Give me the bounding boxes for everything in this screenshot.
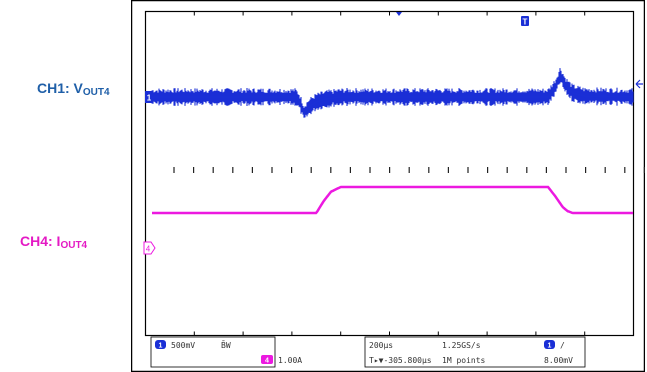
ch4-label-sub: OUT4 bbox=[60, 240, 88, 251]
trigger-dot-row bbox=[173, 167, 645, 173]
trigger-position-text: T▸▼-305.800µs bbox=[369, 356, 432, 365]
ch4-scale-badge bbox=[261, 355, 273, 364]
ch1-label-main: CH1: V bbox=[37, 80, 83, 96]
ch4-ground-marker: 4 bbox=[143, 241, 156, 255]
ch1-noise-band bbox=[151, 68, 634, 118]
trigger-source-badge-text: 1 bbox=[548, 343, 552, 350]
ch1-label-sub: OUT4 bbox=[82, 87, 110, 98]
timebase-text: 200µs bbox=[369, 341, 393, 350]
ch4-waveform bbox=[152, 185, 633, 215]
ch4-label-main: CH4: I bbox=[20, 233, 61, 249]
status-box-vertical bbox=[150, 336, 276, 368]
oscilloscope-screen: T 1 4 1 500mV B̄W 4 1.00A 200µs 1.25GS/s… bbox=[131, 0, 645, 372]
ch4-marker-text: 4 bbox=[146, 245, 151, 254]
ch1-waveform bbox=[152, 74, 633, 115]
ch4-scale-badge-text: 4 bbox=[265, 358, 269, 365]
ch4-label: CH4: IOUT4 bbox=[20, 233, 87, 251]
ch1-scale-badge bbox=[155, 340, 166, 349]
trigger-level-text: 8.00mV bbox=[544, 356, 573, 365]
ch4-marker-shape bbox=[143, 241, 156, 255]
record-length-text: 1M points bbox=[442, 356, 486, 365]
ch1-scale-text: 500mV bbox=[171, 341, 195, 350]
ch4-scale-text: 1.00A bbox=[278, 356, 302, 365]
trigger-slope-text: / bbox=[560, 341, 565, 350]
ch1-label: CH1: VOUT4 bbox=[37, 80, 110, 98]
graticule-ticks bbox=[193, 11, 586, 336]
trigger-position-marker bbox=[396, 12, 402, 16]
graticule-frame bbox=[144, 10, 635, 337]
ch1-bandwidth-text: B̄W bbox=[221, 340, 231, 350]
trigger-badge-text: T bbox=[523, 18, 528, 27]
trigger-source-badge bbox=[544, 340, 555, 349]
status-bar: 1 500mV B̄W 4 1.00A 200µs 1.25GS/s T▸▼-3… bbox=[150, 336, 586, 368]
ch1-offscreen-arrow bbox=[635, 79, 643, 89]
trigger-indicator: T bbox=[521, 16, 529, 27]
status-box-timebase bbox=[364, 336, 586, 368]
ch1-scale-badge-text: 1 bbox=[159, 343, 163, 350]
sample-rate-text: 1.25GS/s bbox=[442, 341, 481, 350]
ch1-marker-text: 1 bbox=[147, 94, 152, 103]
trigger-badge bbox=[521, 16, 529, 26]
